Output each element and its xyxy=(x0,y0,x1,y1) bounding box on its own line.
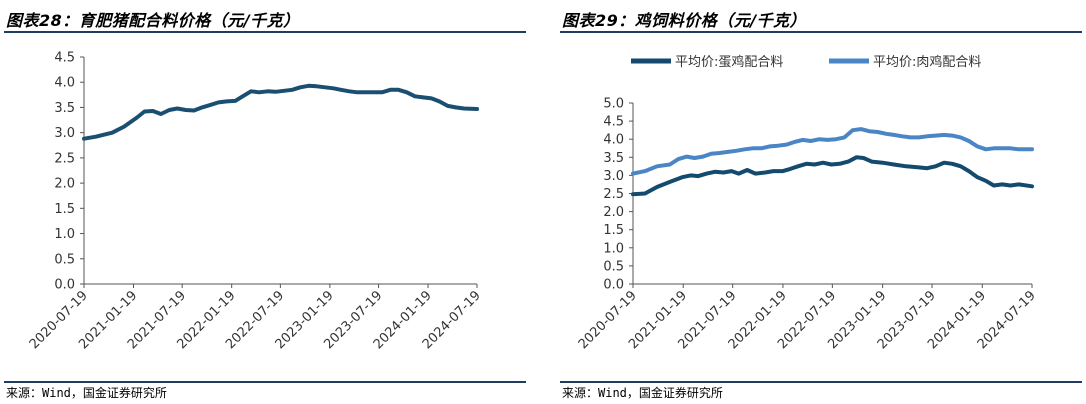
y-tick-label: 4.5 xyxy=(54,51,75,66)
y-tick-label: 0.0 xyxy=(603,278,624,293)
legend-label: 平均价:蛋鸡配合料 xyxy=(675,54,783,70)
chart-title: 图表28：育肥猪配合料价格（元/千克） xyxy=(6,11,300,30)
chart-panel-left: 图表28：育肥猪配合料价格（元/千克） 0.0 0.5 1.0 1.5 2.0 2.5 3.… xyxy=(0,0,530,404)
chart-title: 图表29：鸡饲料价格（元/千克） xyxy=(562,11,807,30)
title-rule xyxy=(4,31,526,33)
title-rule xyxy=(560,31,1082,33)
series-line xyxy=(631,155,1034,197)
y-tick-label: 3.5 xyxy=(603,151,624,166)
y-tick-label: 4.0 xyxy=(603,133,624,148)
y-tick-label: 1.0 xyxy=(603,241,624,256)
y-tick-label: 1.0 xyxy=(54,227,75,242)
y-tick-label: 4.5 xyxy=(603,115,624,130)
y-tick-label: 3.0 xyxy=(54,126,75,141)
y-tick-label: 2.0 xyxy=(54,177,75,192)
chart-panel-right: 图表29：鸡饲料价格（元/千克） 0.0 0.5 1.0 1.5 2.0 2.5 3.0 3.… xyxy=(556,0,1086,404)
source-note: 来源：Wind，国金证券研究所 xyxy=(6,386,167,400)
y-tick-label: 4.0 xyxy=(54,76,75,91)
source-note: 来源：Wind，国金证券研究所 xyxy=(562,386,723,400)
y-tick-label: 1.5 xyxy=(603,223,624,238)
y-tick-label: 2.5 xyxy=(603,187,624,202)
y-tick-label: 3.5 xyxy=(54,101,75,116)
series-line xyxy=(631,127,1034,176)
y-tick-label: 2.5 xyxy=(54,151,75,166)
y-tick-label: 0.5 xyxy=(603,259,624,274)
hog-feed-price-chart: 0.00.51.01.52.02.53.03.54.04.52020-07-19… xyxy=(27,51,484,353)
y-tick-label: 5.0 xyxy=(603,97,624,112)
source-rule xyxy=(4,381,526,383)
y-tick-label: 1.5 xyxy=(54,202,75,217)
legend-label: 平均价:肉鸡配合料 xyxy=(873,54,981,70)
source-rule xyxy=(560,381,1082,383)
y-tick-label: 2.0 xyxy=(603,205,624,220)
y-tick-label: 3.0 xyxy=(603,169,624,184)
series-line xyxy=(82,83,479,141)
chicken-feed-price-chart: 0.00.51.01.52.02.53.03.54.04.55.02020-07… xyxy=(576,54,1039,352)
y-tick-label: 0.0 xyxy=(54,278,75,293)
y-tick-label: 0.5 xyxy=(54,252,75,267)
